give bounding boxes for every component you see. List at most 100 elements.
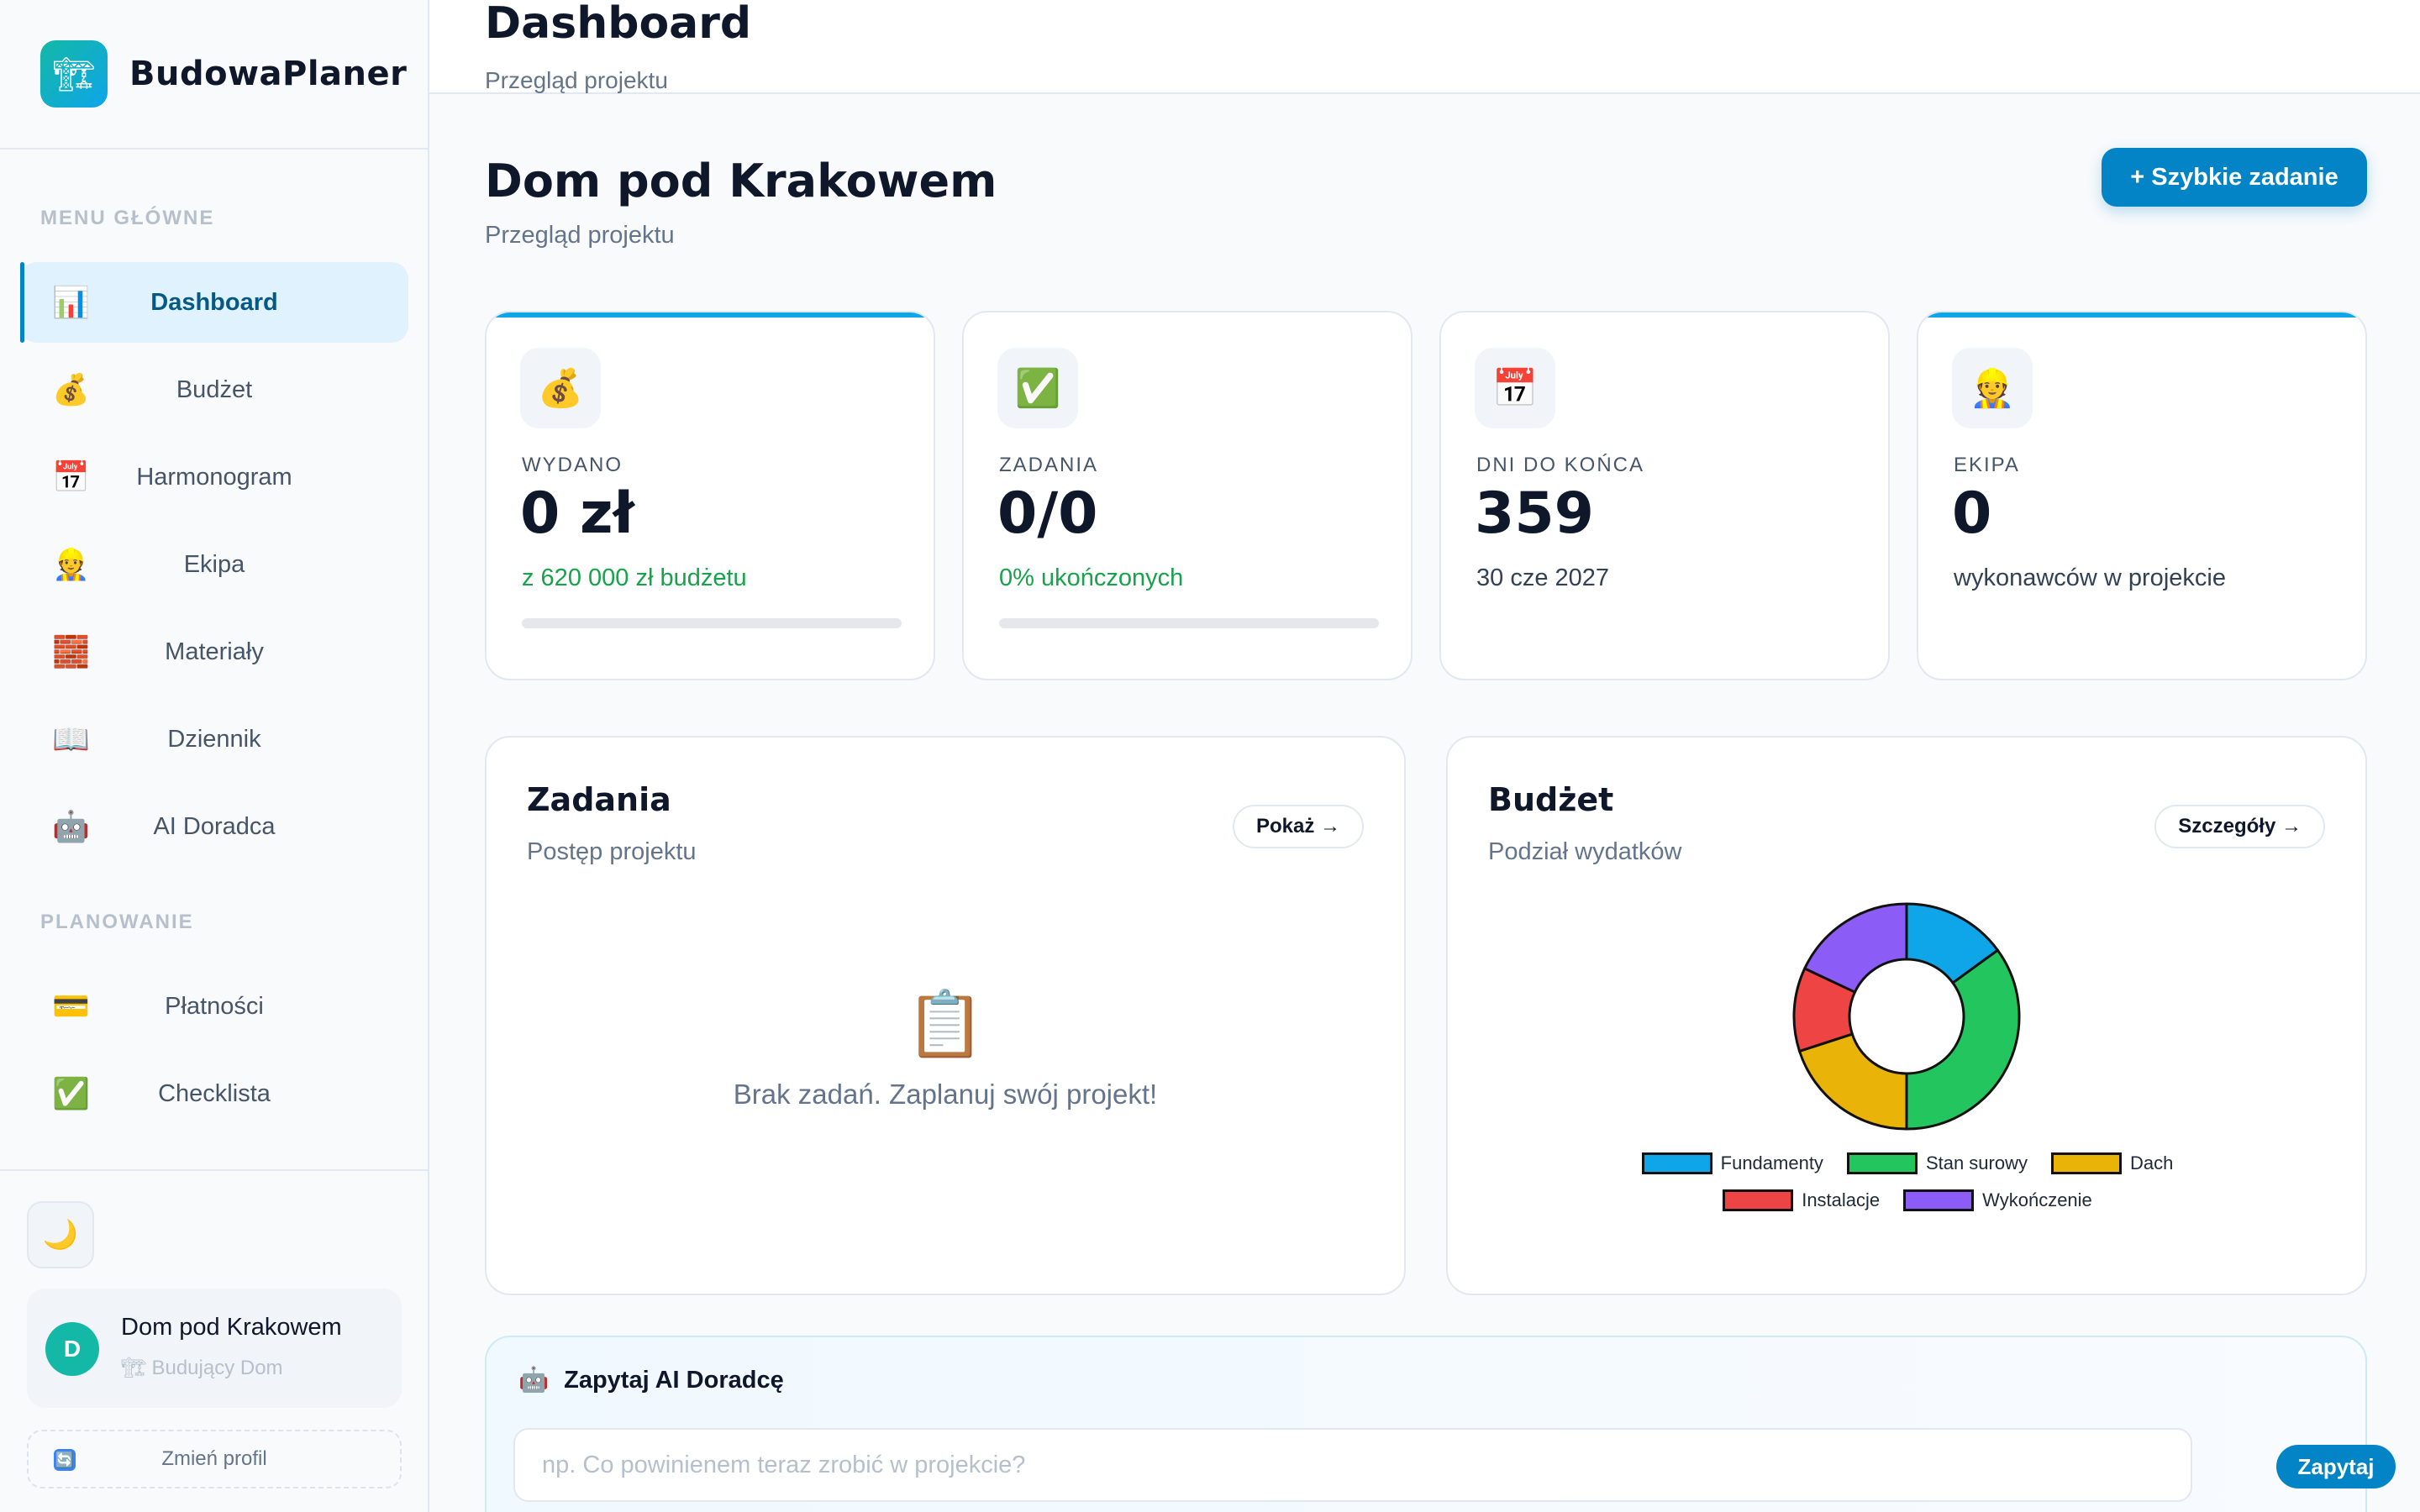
legend-item: Dach (2051, 1152, 2173, 1174)
stat-card-days-left: 📅 DNI DO KOŃCA 359 30 cze 2027 (1439, 311, 1890, 680)
sidebar-item-label: Budżet (176, 375, 253, 403)
page-title: Dashboard (485, 0, 752, 49)
section-label-planning: PLANOWANIE (40, 911, 194, 933)
stat-card-tasks: ✅ ZADANIA 0/0 0% ukończonych (962, 311, 1413, 680)
budget-panel: Budżet Podział wydatków Szczegóły → Fund… (1446, 736, 2367, 1295)
donut-slice-fundamenty (1905, 902, 2000, 985)
legend-label: Dach (2130, 1152, 2174, 1173)
stat-label: WYDANO (522, 454, 623, 476)
profile-card[interactable]: D Dom pod Krakowem 🏗 Budujący Dom (27, 1289, 402, 1408)
chart-legend: Fundamenty Stan surowy Dach Instalacje Wykoń… (1481, 1152, 2333, 1211)
budget-details-button[interactable]: Szczegóły → (2154, 805, 2325, 848)
panel-title: Budżet (1488, 781, 1614, 818)
clipboard-icon: 📋 (905, 989, 986, 1060)
topbar: Dashboard Przegląd projektu (429, 0, 2420, 94)
switch-profile-button[interactable]: 🔄 Zmień profil (27, 1430, 402, 1488)
sidebar-item-journal[interactable]: 📖 Dziennik (20, 699, 408, 780)
main-content: Dom pod Krakowem Przegląd projektu + Szy… (429, 94, 2420, 1512)
ai-box-title: Zapytaj AI Doradcę (564, 1366, 784, 1394)
legend-swatch (2051, 1152, 2122, 1174)
sidebar-item-label: Dashboard (150, 288, 278, 316)
stat-value: 0 (1952, 480, 1992, 547)
sidebar-item-label: Płatności (165, 992, 264, 1020)
calendar-icon: 📅 (52, 459, 90, 494)
sidebar-item-dashboard[interactable]: 📊 Dashboard (20, 262, 408, 343)
legend-swatch (1723, 1189, 1794, 1211)
tasks-panel: Zadania Postęp projektu Pokaż → 📋 Brak z… (485, 736, 1406, 1295)
panel-subtitle: Postęp projektu (527, 838, 697, 865)
profile-role: 🏗 Budujący Dom (121, 1356, 283, 1380)
legend-label: Stan surowy (1925, 1152, 2028, 1173)
donut-slice-stan-surowy (1905, 948, 2021, 1131)
empty-state-text: Brak zadań. Zaplanuj swój projekt! (733, 1079, 1158, 1110)
legend-item: Instalacje (1723, 1189, 1880, 1211)
progress-bar (999, 618, 1379, 628)
robot-icon: 🤖 (52, 809, 90, 843)
credit-card-icon: 💳 (52, 989, 90, 1023)
stat-label: DNI DO KOŃCA (1476, 454, 1645, 476)
stat-value: 0 zł (520, 480, 634, 547)
sidebar-item-checklist[interactable]: ✅ Checklista (20, 1053, 408, 1134)
robot-icon: 🤖 (518, 1367, 550, 1394)
legend-item: Wykończenie (1903, 1189, 2092, 1211)
ask-button[interactable]: Zapytaj (2276, 1445, 2396, 1488)
sidebar-item-payments[interactable]: 💳 Płatności (20, 966, 408, 1047)
app-name: BudowaPlaner (129, 55, 408, 93)
sidebar-item-label: Dziennik (167, 725, 261, 753)
refresh-icon: 🔄 (54, 1449, 76, 1471)
sidebar-footer: 🌙 D Dom pod Krakowem 🏗 Budujący Dom 🔄 Zm… (0, 1169, 428, 1512)
panel-title: Zadania (527, 781, 671, 818)
bar-chart-icon: 📊 (52, 285, 90, 319)
theme-toggle-button[interactable]: 🌙 (27, 1201, 94, 1268)
legend-swatch (1641, 1152, 1712, 1174)
donut-slice-dach (1797, 1032, 1908, 1131)
check-icon: ✅ (997, 348, 1078, 428)
stat-note: wykonawców w projekcie (1954, 564, 2226, 591)
moon-icon: 🌙 (42, 1219, 79, 1251)
quick-task-button[interactable]: + Szybkie zadanie (2102, 148, 2367, 207)
legend-item: Fundamenty (1641, 1152, 1823, 1174)
brick-icon: 🧱 (52, 634, 90, 669)
worker-icon: 👷 (52, 547, 90, 581)
stat-note: 0% ukończonych (999, 564, 1184, 591)
sidebar-item-label: Materiały (165, 638, 264, 665)
stat-note: z 620 000 zł budżetu (522, 564, 747, 591)
project-title: Dom pod Krakowem (485, 155, 997, 207)
sidebar-item-crew[interactable]: 👷 Ekipa (20, 524, 408, 605)
worker-icon: 👷 (1952, 348, 2033, 428)
donut-slice-wykończenie (1802, 902, 1908, 995)
panel-subtitle: Podział wydatków (1488, 838, 1682, 865)
sidebar-nav[interactable]: MENU GŁÓWNE 📊 Dashboard 💰 Budżet 📅 Harmo… (0, 151, 428, 1169)
stat-value: 359 (1475, 480, 1594, 547)
sidebar-item-materials[interactable]: 🧱 Materiały (20, 612, 408, 692)
legend-label: Wykończenie (1982, 1189, 2092, 1210)
ai-ask-box: 🤖 Zapytaj AI Doradcę Zapytaj (485, 1336, 2396, 1512)
section-label-main: MENU GŁÓWNE (40, 207, 215, 229)
stat-note: 30 cze 2027 (1476, 564, 1610, 591)
sidebar-item-label: Checklista (158, 1079, 271, 1107)
sidebar: 🏗 BudowaPlaner MENU GŁÓWNE 📊 Dashboard 💰… (0, 0, 429, 1512)
check-icon: ✅ (52, 1076, 90, 1110)
book-icon: 📖 (52, 722, 90, 756)
money-bag-icon: 💰 (52, 372, 90, 407)
sidebar-item-label: AI Doradca (153, 812, 276, 840)
sidebar-item-schedule[interactable]: 📅 Harmonogram (20, 437, 408, 517)
money-bag-icon: 💰 (520, 348, 601, 428)
sidebar-item-budget[interactable]: 💰 Budżet (20, 349, 408, 430)
stat-card-crew: 👷 EKIPA 0 wykonawców w projekcie (1917, 311, 2367, 680)
legend-item: Stan surowy (1846, 1152, 2028, 1174)
profile-name: Dom pod Krakowem (121, 1314, 342, 1341)
stat-label: ZADANIA (999, 454, 1099, 476)
brand[interactable]: 🏗 BudowaPlaner (0, 0, 428, 150)
ai-question-input[interactable] (513, 1428, 2192, 1502)
stat-card-spent: 💰 WYDANO 0 zł z 620 000 zł budżetu (485, 311, 935, 680)
ai-box-header: 🤖 Zapytaj AI Doradcę (518, 1366, 784, 1394)
profile-role-label: Budujący Dom (151, 1356, 283, 1379)
sidebar-item-ai-advisor[interactable]: 🤖 AI Doradca (20, 786, 408, 867)
progress-bar (522, 618, 902, 628)
calendar-icon: 📅 (1475, 348, 1555, 428)
legend-label: Fundamenty (1720, 1152, 1823, 1173)
donut-slice-instalacje (1792, 966, 1857, 1053)
show-tasks-button[interactable]: Pokaż → (1232, 805, 1364, 848)
construction-icon: 🏗 (121, 1357, 147, 1379)
